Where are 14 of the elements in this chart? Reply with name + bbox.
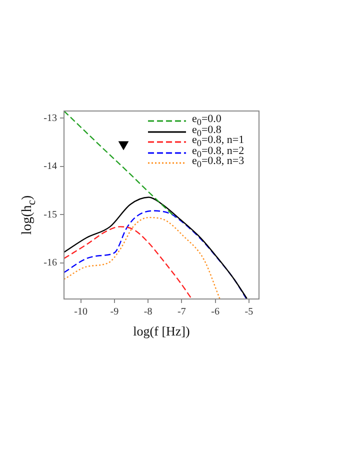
x-axis-title: log(f [Hz]) [133,324,190,339]
y-tick-label: -15 [44,209,57,220]
line-series [64,216,220,299]
x-tick-label: -10 [74,306,88,318]
x-tick-label: -8 [144,306,152,318]
x-tick-label: -6 [211,306,220,318]
x-tick-label: -9 [110,306,119,318]
x-tick-label: -5 [244,306,254,318]
line-series [64,111,176,218]
line-series [64,226,192,299]
y-tick-label: -13 [44,112,57,124]
x-tick-label: -7 [178,306,186,318]
y-tick-label: -16 [44,257,57,268]
y-tick-label: -14 [44,161,57,172]
